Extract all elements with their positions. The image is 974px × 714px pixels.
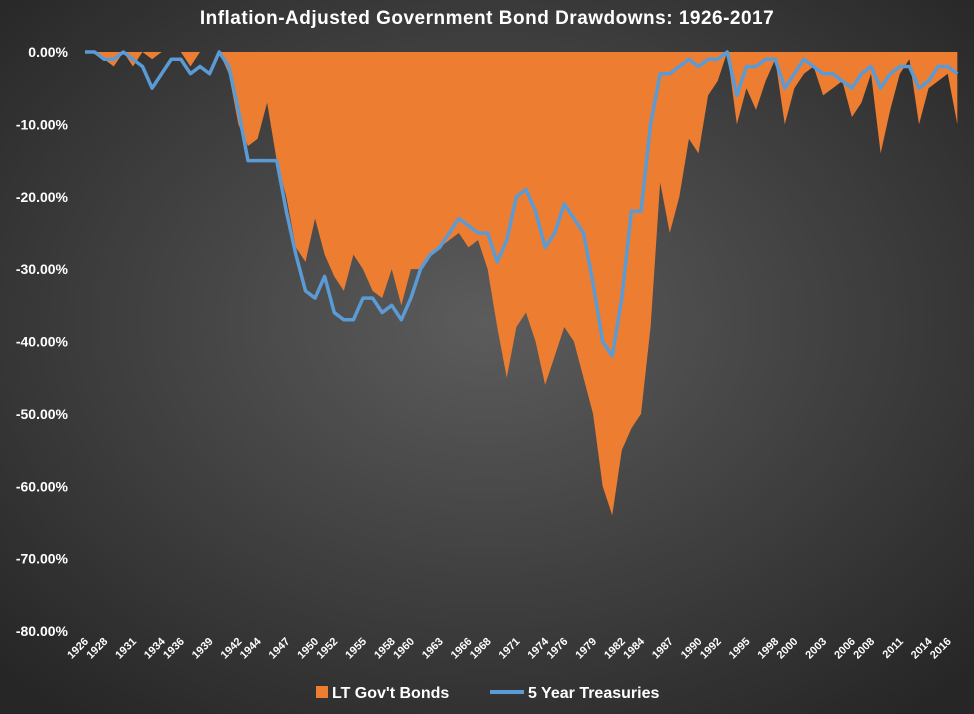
y-tick-label: -20.00% xyxy=(16,189,69,205)
y-tick-label: 0.00% xyxy=(28,44,68,60)
legend-swatch xyxy=(316,686,328,698)
area xyxy=(85,52,958,516)
line xyxy=(85,50,959,358)
y-tick-label: -50.00% xyxy=(16,406,69,422)
y-tick-label: -60.00% xyxy=(16,478,69,494)
legend: LT Gov't Bonds 5 Year Treasuries xyxy=(316,685,659,702)
legend-label: LT Gov't Bonds xyxy=(332,685,449,702)
y-tick-label: -70.00% xyxy=(16,551,69,567)
y-tick-label: -80.00% xyxy=(16,623,69,639)
legend-label: 5 Year Treasuries xyxy=(528,685,659,702)
y-tick-label: -40.00% xyxy=(16,334,69,350)
chart-title: Inflation-Adjusted Government Bond Drawd… xyxy=(200,8,774,29)
y-tick-label: -10.00% xyxy=(16,116,69,132)
y-tick-label: -30.00% xyxy=(16,261,69,277)
